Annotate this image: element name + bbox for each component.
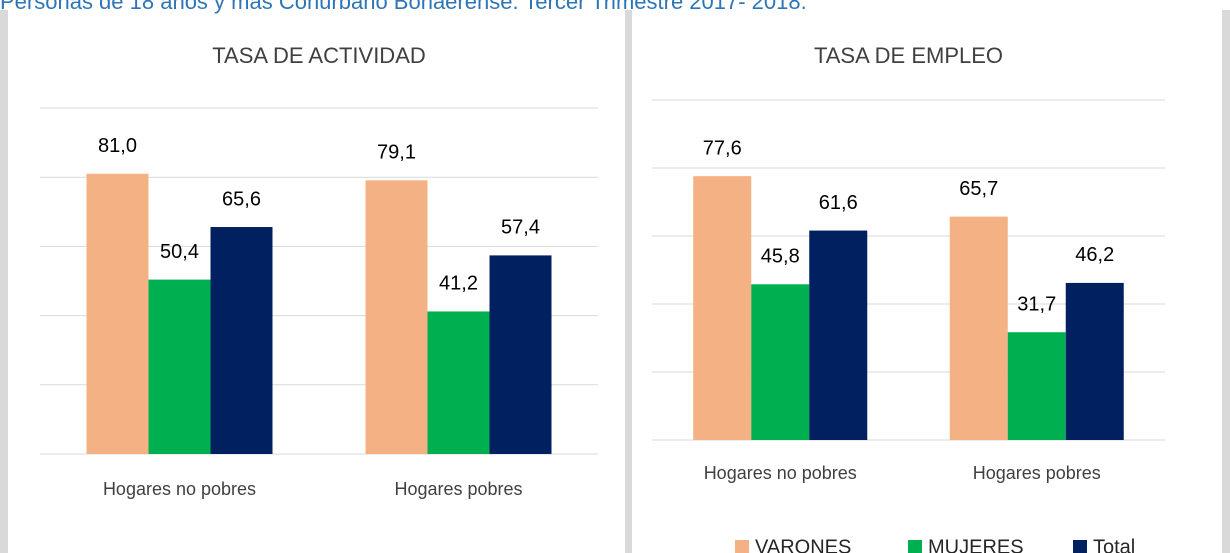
legend-label: MUJERES: [928, 536, 1024, 553]
bar: [210, 227, 273, 454]
data-label: 41,2: [439, 273, 478, 295]
data-label: 45,8: [761, 246, 800, 268]
data-label: 31,7: [1017, 294, 1056, 316]
data-label: 65,7: [959, 178, 998, 200]
bar: [427, 311, 490, 454]
data-label: 57,4: [501, 217, 540, 239]
bar: [1065, 282, 1124, 440]
legend-label: VARONES: [755, 536, 851, 553]
chart-title: TASA DE EMPLEO: [814, 43, 1003, 68]
data-label: 79,1: [377, 142, 416, 164]
data-label: 65,6: [222, 188, 261, 210]
bar: [86, 173, 149, 455]
bar: [1007, 332, 1066, 440]
x-tick-label: Hogares pobres: [973, 463, 1101, 483]
legend-swatch: [735, 540, 749, 553]
legend-swatch: [1073, 540, 1087, 553]
legend-swatch: [908, 540, 922, 553]
bar: [693, 176, 752, 440]
x-tick-label: Hogares pobres: [394, 479, 522, 499]
chart-title: TASA DE ACTIVIDAD: [212, 43, 426, 68]
x-tick-label: Hogares no pobres: [704, 463, 857, 483]
bar: [809, 230, 868, 440]
bar: [489, 255, 552, 454]
legend-label: Total: [1093, 536, 1135, 553]
data-label: 61,6: [819, 192, 858, 214]
bar: [949, 216, 1008, 440]
header-band: [0, 0, 1230, 10]
data-label: 46,2: [1075, 244, 1114, 266]
header-title: Personas de 18 años y más Conurbano Bona…: [0, 0, 807, 14]
bar: [751, 284, 810, 440]
bar: [365, 180, 428, 454]
bar: [148, 279, 211, 454]
data-label: 50,4: [160, 241, 199, 263]
data-label: 77,6: [703, 137, 742, 159]
x-tick-label: Hogares no pobres: [103, 479, 256, 499]
data-label: 81,0: [98, 135, 137, 157]
